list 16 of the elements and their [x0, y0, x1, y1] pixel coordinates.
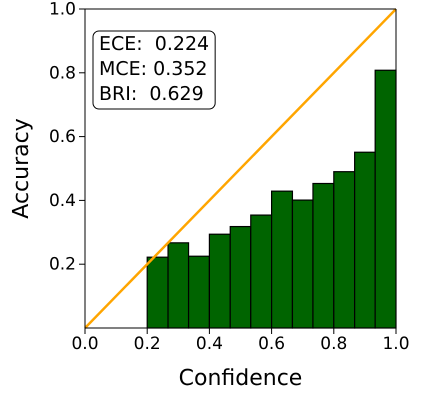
- x-tick-label: 0.6: [258, 334, 286, 354]
- y-tick-label: 0.6: [48, 127, 76, 148]
- y-tick-label: 1.0: [48, 0, 76, 20]
- annotation: ECE: 0.224: [99, 33, 210, 55]
- y-tick-label: 0.2: [48, 254, 76, 275]
- annotation: BRI: 0.629: [99, 83, 204, 105]
- y-tick-label: 0.8: [48, 63, 76, 84]
- x-axis-title: Confidence: [178, 366, 302, 391]
- x-tick-label: 0.4: [196, 334, 223, 354]
- y-tick-label: 0.4: [48, 190, 76, 211]
- y-axis-title: Accuracy: [9, 118, 34, 219]
- x-tick-label: 0.2: [134, 334, 161, 354]
- x-tick-label: 0.0: [71, 334, 99, 354]
- annotation: MCE: 0.352: [99, 58, 208, 80]
- x-tick-label: 1.0: [382, 334, 410, 354]
- x-tick-label: 0.8: [320, 334, 348, 354]
